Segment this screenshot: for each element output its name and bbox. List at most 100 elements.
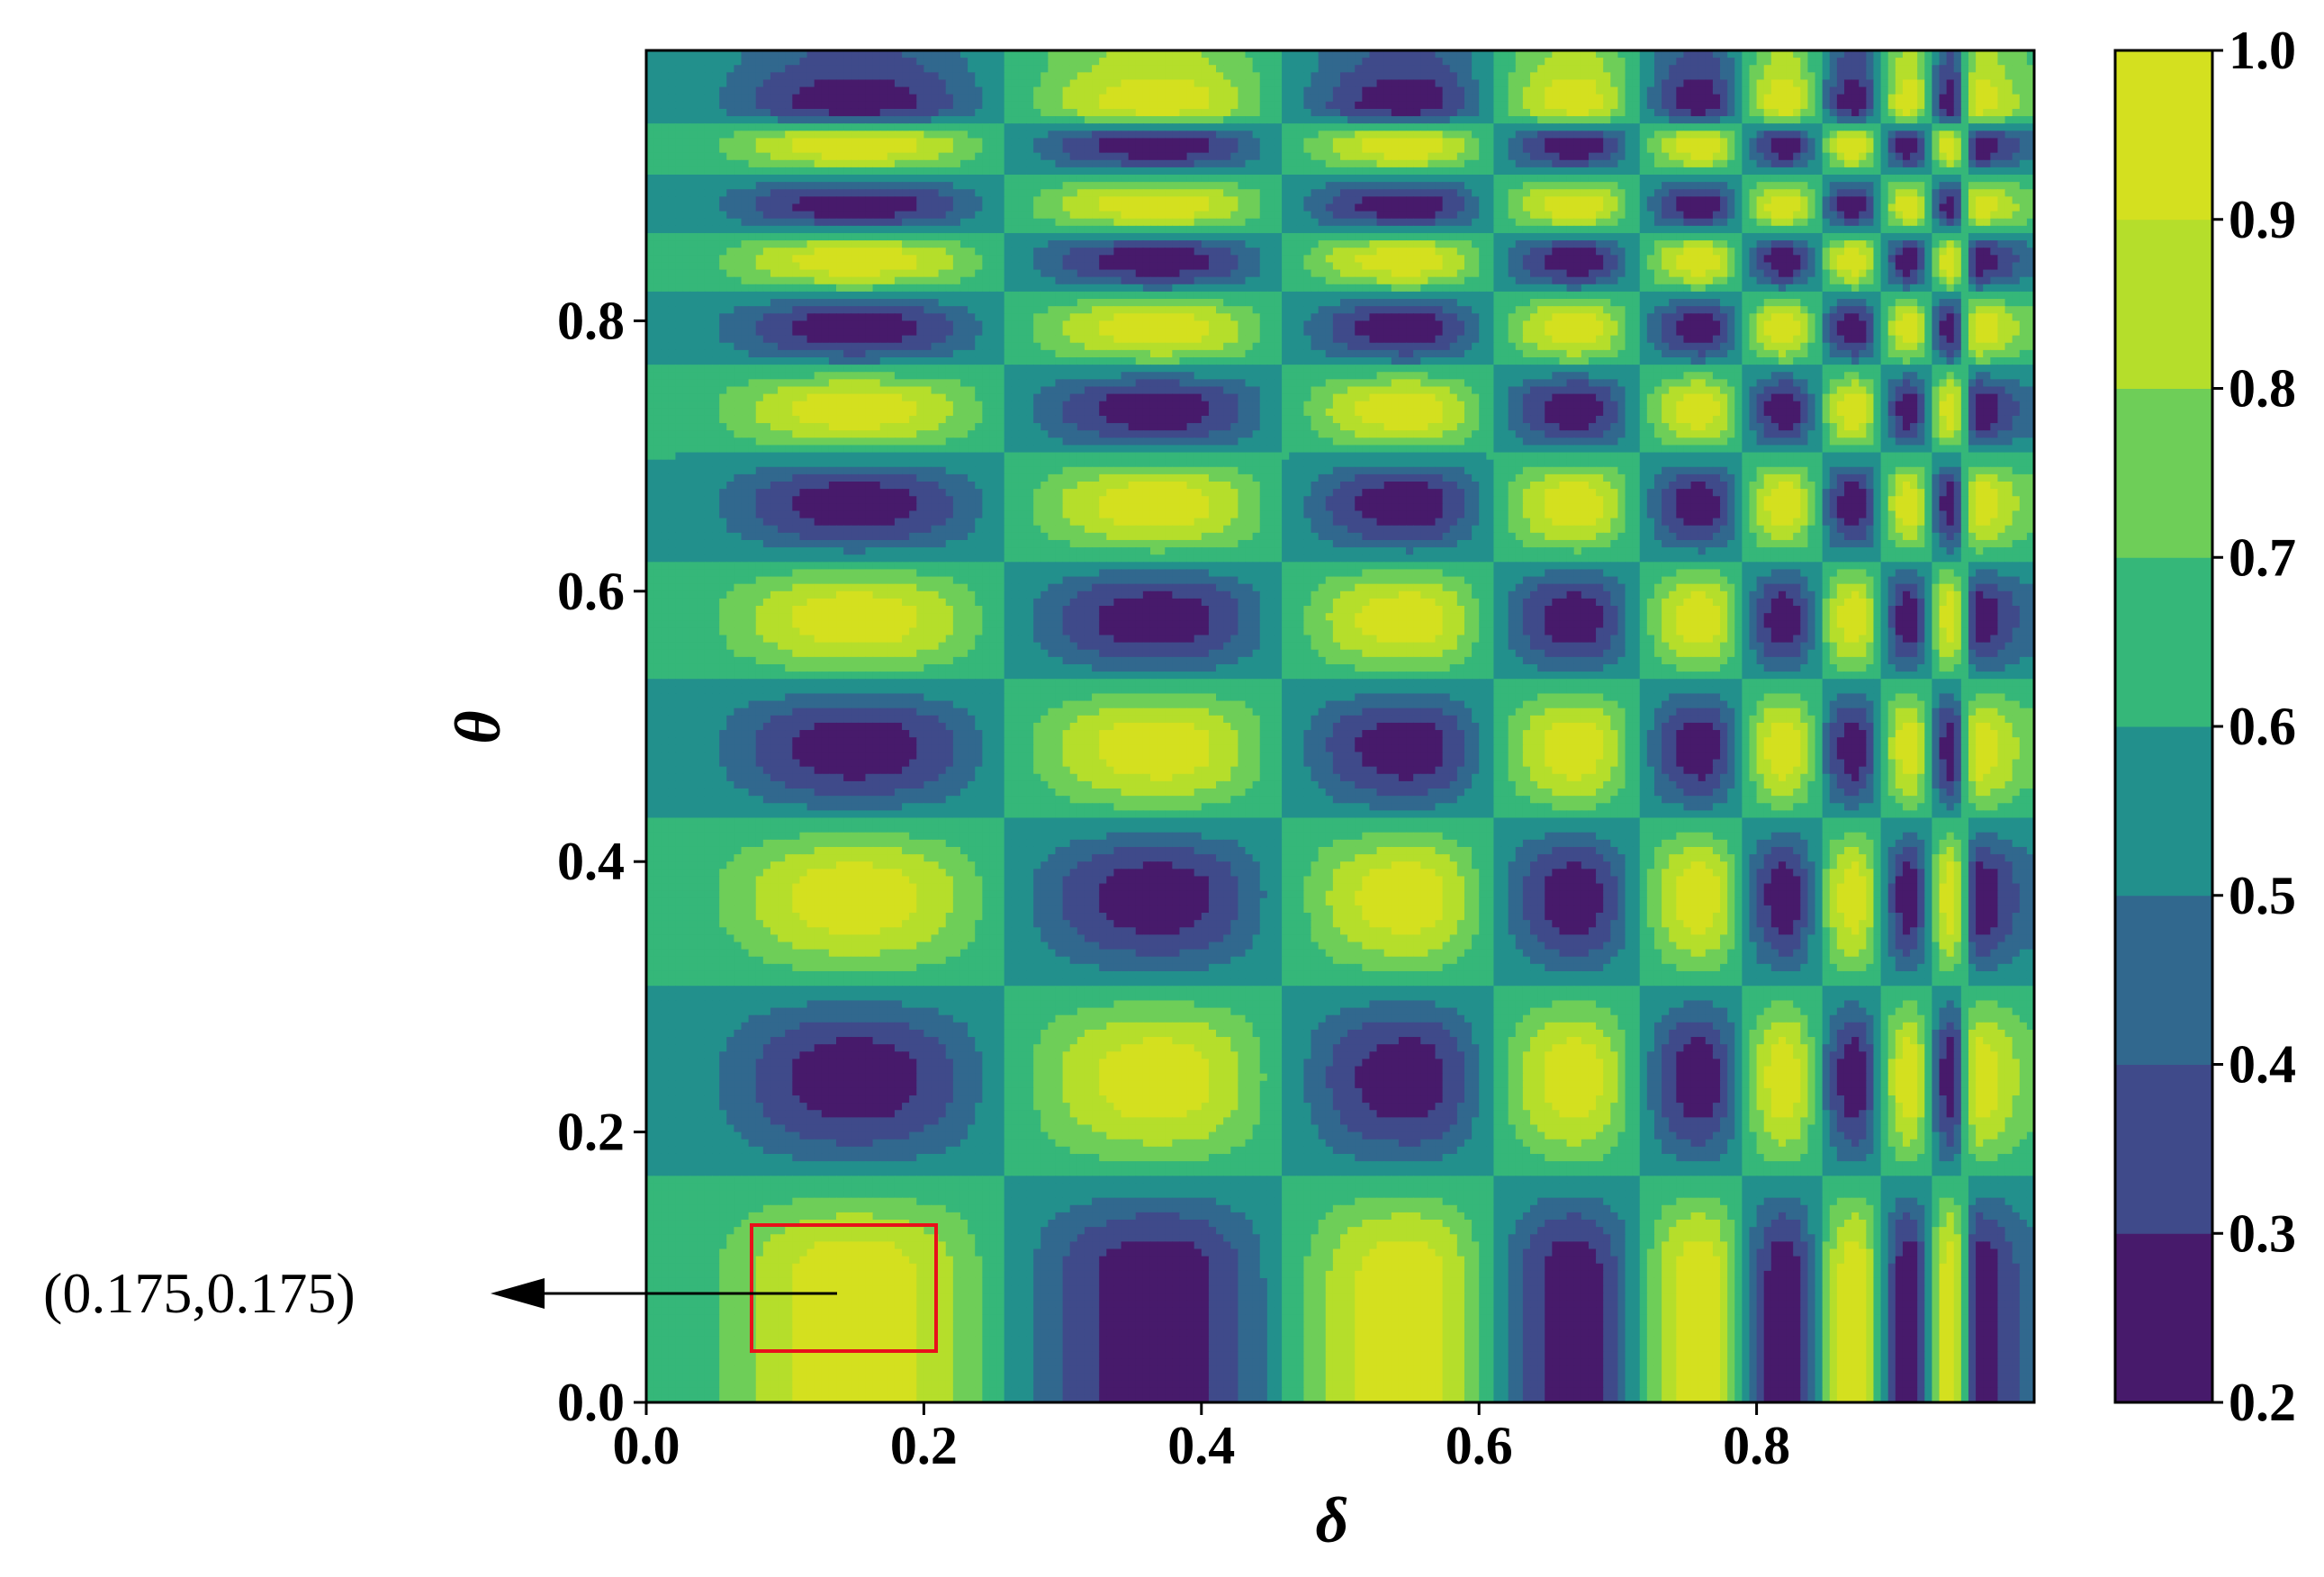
heatmap-cell <box>894 138 903 147</box>
heatmap-cell <box>1347 175 1356 183</box>
heatmap-cell <box>1456 159 1465 168</box>
heatmap-cell <box>1406 101 1414 110</box>
heatmap-cell <box>1420 225 1428 234</box>
heatmap-cell <box>894 145 903 154</box>
heatmap-cell <box>894 225 903 234</box>
heatmap-cell <box>1486 86 1495 95</box>
heatmap-cell <box>1960 65 1969 73</box>
heatmap-cell <box>1055 108 1064 117</box>
heatmap-cell <box>1596 94 1604 103</box>
heatmap-cell <box>1274 225 1283 234</box>
heatmap-cell <box>931 159 940 168</box>
heatmap-cell <box>1026 159 1034 168</box>
heatmap-cell <box>909 167 917 176</box>
heatmap-cell <box>1303 189 1312 197</box>
heatmap-cell <box>1515 167 1524 176</box>
heatmap-cell <box>1428 175 1437 183</box>
heatmap-cell <box>748 116 757 124</box>
heatmap-cell <box>1610 131 1618 140</box>
heatmap-cell <box>1610 232 1618 241</box>
heatmap-cell <box>1873 72 1882 81</box>
heatmap-cell <box>1128 50 1137 59</box>
heatmap-cell <box>1332 123 1341 131</box>
heatmap-cell <box>675 123 684 131</box>
heatmap-cell <box>1851 131 1860 140</box>
heatmap-cell <box>1011 240 1020 248</box>
heatmap-cell <box>1376 79 1385 88</box>
heatmap-cell <box>1121 182 1130 190</box>
heatmap-cell <box>1376 203 1385 212</box>
heatmap-cell <box>1311 86 1320 95</box>
heatmap-cell <box>1149 72 1158 81</box>
heatmap-cell <box>1522 108 1531 117</box>
heatmap-cell <box>909 101 917 110</box>
heatmap-cell <box>1011 218 1020 227</box>
heatmap-cell <box>1712 218 1721 227</box>
heatmap-cell <box>1639 108 1648 117</box>
heatmap-cell <box>697 101 706 110</box>
heatmap-cell <box>1953 175 1962 183</box>
heatmap-cell <box>1069 108 1078 117</box>
heatmap-cell <box>1749 225 1758 234</box>
heatmap-cell <box>865 108 874 117</box>
heatmap-cell <box>1866 108 1875 117</box>
heatmap-cell <box>1318 196 1327 205</box>
heatmap-cell <box>1603 72 1611 81</box>
heatmap-cell <box>1522 79 1531 88</box>
heatmap-cell <box>1727 167 1735 176</box>
heatmap-cell <box>1398 225 1407 234</box>
heatmap-cell <box>1201 79 1210 88</box>
heatmap-cell <box>778 175 786 183</box>
heatmap-cell <box>1646 211 1655 220</box>
heatmap-cell <box>799 182 808 190</box>
heatmap-cell <box>858 138 867 147</box>
heatmap-cell <box>938 58 947 66</box>
heatmap-cell <box>689 196 698 205</box>
heatmap-cell <box>836 86 844 95</box>
heatmap-cell <box>1376 72 1385 81</box>
heatmap-cell <box>1887 101 1896 110</box>
heatmap-cell <box>726 240 734 248</box>
heatmap-cell <box>1048 138 1057 147</box>
heatmap-cell <box>1362 218 1371 227</box>
heatmap-cell <box>1676 159 1685 168</box>
heatmap-cell <box>1778 159 1787 168</box>
heatmap-cell <box>1004 232 1013 241</box>
heatmap-cell <box>1705 167 1714 176</box>
heatmap-cell <box>1887 72 1896 81</box>
heatmap-cell <box>1018 175 1027 183</box>
heatmap-cell <box>1245 203 1254 212</box>
heatmap-cell <box>1194 72 1203 81</box>
heatmap-cell <box>1917 159 1925 168</box>
heatmap-cell <box>734 58 743 66</box>
heatmap-cell <box>1953 72 1962 81</box>
heatmap-cell <box>1756 196 1765 205</box>
heatmap-cell <box>1428 79 1437 88</box>
heatmap-cell <box>1472 131 1480 140</box>
heatmap-cell <box>1099 203 1107 212</box>
heatmap-cell <box>887 182 896 190</box>
heatmap-cell <box>1048 86 1057 95</box>
heatmap-cell <box>1113 232 1122 241</box>
heatmap-cell <box>1712 86 1721 95</box>
heatmap-cell <box>661 123 669 131</box>
heatmap-cell <box>1245 145 1254 154</box>
heatmap-cell <box>996 211 1005 220</box>
heatmap-cell <box>1201 152 1210 161</box>
heatmap-cell <box>1836 101 1845 110</box>
heatmap-cell <box>1895 116 1904 124</box>
heatmap-cell <box>1778 218 1787 227</box>
heatmap-cell <box>806 211 815 220</box>
heatmap-cell <box>1712 94 1721 103</box>
heatmap-cell <box>1588 86 1597 95</box>
heatmap-cell <box>806 159 815 168</box>
heatmap-cell <box>734 175 743 183</box>
heatmap-cell <box>1683 232 1692 241</box>
heatmap-cell <box>887 167 896 176</box>
heatmap-cell <box>1836 65 1845 73</box>
heatmap-cell <box>1924 72 1932 81</box>
heatmap-cell <box>1048 189 1057 197</box>
heatmap-cell <box>1332 159 1341 168</box>
heatmap-cell <box>1917 116 1925 124</box>
heatmap-cell <box>1836 138 1845 147</box>
